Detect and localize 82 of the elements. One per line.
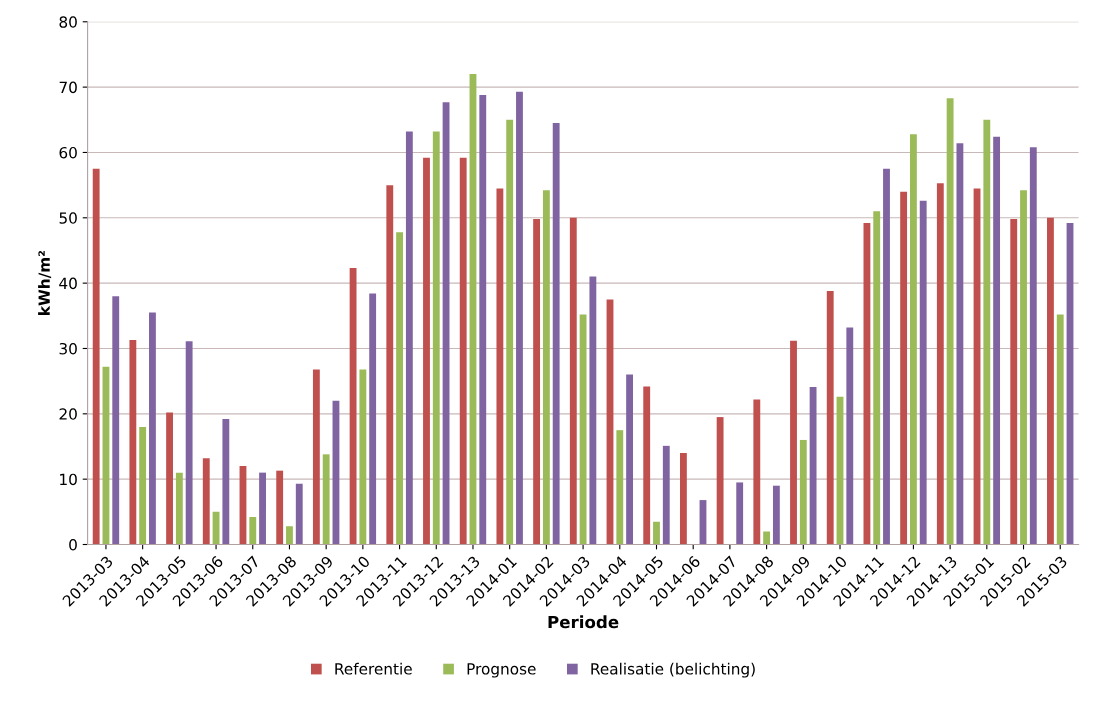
bar <box>662 445 670 545</box>
bar <box>459 157 467 545</box>
y-tick-label: 20 <box>59 408 77 420</box>
bar <box>396 232 403 545</box>
bar <box>826 290 834 545</box>
bar <box>112 296 120 545</box>
bar <box>496 188 504 545</box>
bar <box>790 340 797 545</box>
bar <box>873 211 881 545</box>
bar <box>983 119 991 545</box>
bar <box>919 200 927 545</box>
y-tick-label: 40 <box>59 277 77 290</box>
legend-label: Prognose <box>467 663 536 678</box>
y-tick-label: 50 <box>59 212 77 224</box>
bar <box>900 191 908 545</box>
bar <box>312 369 320 545</box>
bar <box>616 430 624 545</box>
y-tick-label: 30 <box>59 342 77 355</box>
legend-label: Referentie <box>335 662 412 675</box>
bar <box>92 168 100 545</box>
bar <box>946 98 954 545</box>
bar <box>276 470 284 545</box>
bar <box>423 157 430 545</box>
bar <box>349 268 357 545</box>
bar <box>222 419 230 545</box>
bar <box>909 134 917 545</box>
bar <box>432 131 440 545</box>
y-tick-label: 80 <box>59 16 77 28</box>
bar <box>185 341 193 545</box>
bar <box>359 369 367 545</box>
bar <box>772 485 780 545</box>
bar <box>736 482 744 545</box>
bar <box>322 454 330 545</box>
y-axis-title: kWh/m² <box>38 250 52 315</box>
bar <box>936 183 944 545</box>
bar <box>479 94 487 545</box>
y-tick-label: 0 <box>69 538 77 551</box>
bar <box>993 136 1001 545</box>
bar <box>1010 219 1018 545</box>
bar <box>286 526 293 545</box>
bar <box>956 143 964 545</box>
bar <box>653 521 660 545</box>
bar <box>202 458 210 545</box>
bar <box>552 123 560 545</box>
bar <box>763 531 771 545</box>
bar <box>579 314 587 545</box>
x-axis-title: Periode <box>548 615 619 629</box>
bar <box>1020 190 1027 545</box>
bar <box>516 91 523 545</box>
bar <box>1047 217 1054 545</box>
bar <box>626 374 633 545</box>
bar <box>405 131 413 545</box>
bar <box>249 517 257 545</box>
bar <box>386 185 394 545</box>
bar <box>569 217 577 545</box>
legend-label: Realisatie (belichting) <box>591 662 755 678</box>
bar <box>679 453 687 545</box>
bar <box>753 399 761 545</box>
bar <box>799 439 807 545</box>
bar <box>149 312 156 545</box>
bar <box>166 412 173 545</box>
y-tick-label: 60 <box>59 146 77 159</box>
bar <box>716 417 724 545</box>
bar <box>542 190 550 545</box>
bar <box>259 472 266 545</box>
bar <box>883 168 890 545</box>
bar <box>1029 147 1037 545</box>
bar <box>295 483 303 545</box>
bar <box>643 386 651 545</box>
bar <box>809 387 817 545</box>
bar <box>139 426 147 545</box>
bar <box>506 119 514 545</box>
bar <box>589 276 597 545</box>
bar <box>129 339 137 545</box>
y-tick-label: 10 <box>60 473 77 486</box>
bar <box>175 472 183 545</box>
bar <box>863 223 871 545</box>
bar <box>1056 314 1064 545</box>
bar <box>533 219 541 545</box>
y-tick-label: 70 <box>59 81 77 94</box>
bar <box>846 327 854 545</box>
bar <box>369 293 377 545</box>
